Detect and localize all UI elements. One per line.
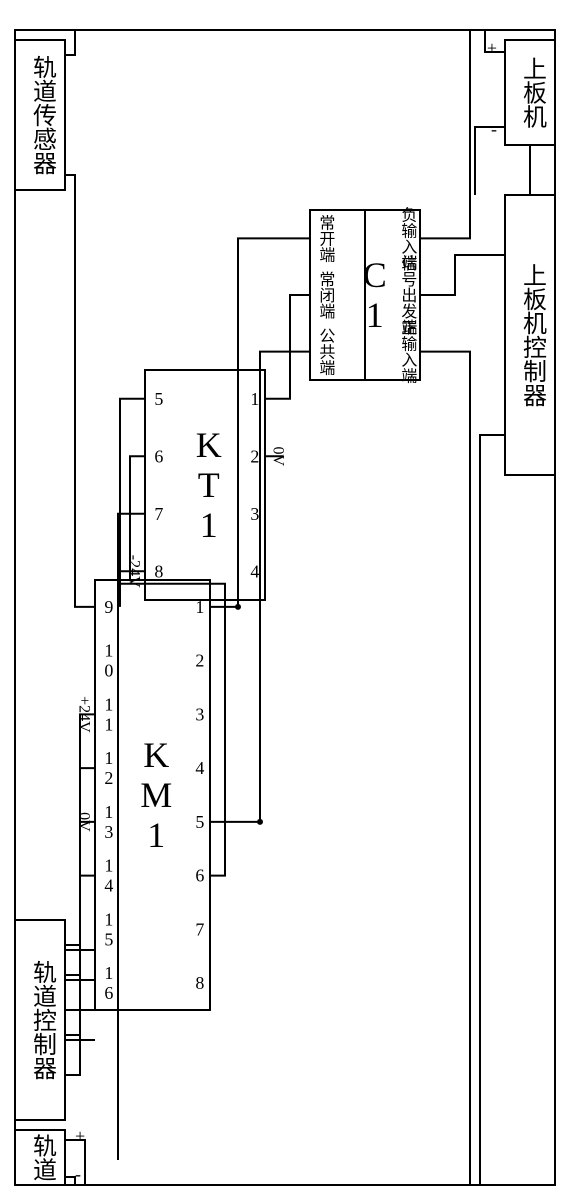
kt1-pin-r-1: 1	[245, 389, 265, 409]
c1-left-0: 常开端	[316, 214, 335, 262]
kt1-label: KT1	[189, 425, 229, 545]
right-loader-label: 上板机	[518, 57, 546, 129]
km1-pin-l-10: 10	[99, 641, 119, 681]
w-c1-sig-lctrl	[420, 255, 505, 295]
km1-label: KM1	[136, 735, 176, 855]
kt1-pin-r-4: 4	[245, 561, 265, 581]
km1-pin-r-4: 4	[190, 758, 210, 778]
km1-pin-l-16: 16	[99, 963, 119, 1003]
km1-pin-l-12: 12	[99, 748, 119, 788]
kt1-pin-r-2: 2	[245, 446, 265, 466]
km1-pin-r-3: 3	[190, 704, 210, 724]
kt1-pin-l-5: 5	[149, 389, 169, 409]
c1-right-2: 正输入端	[398, 320, 417, 384]
junction-1	[257, 819, 263, 825]
left-controller-label: 轨道控制器	[28, 960, 56, 1080]
km1-pin-l-9: 9	[99, 597, 119, 617]
loader-minus: -	[491, 119, 497, 139]
km1-pin-l-15: 15	[99, 909, 119, 949]
km1-pin-r-2: 2	[190, 651, 210, 671]
kt1-pin-r-3: 3	[245, 504, 265, 524]
left-track-label: 轨道	[28, 1134, 56, 1182]
km1-pin-r-7: 7	[190, 919, 210, 939]
junction-0	[235, 604, 241, 610]
km1-pin-l-14: 14	[99, 856, 119, 896]
w-track-minus	[65, 1177, 75, 1185]
c1-left-2: 公共端	[316, 328, 335, 376]
kt1-pin-l-6: 6	[149, 446, 169, 466]
w-c1-pos-bottom	[420, 352, 470, 1185]
track-plus: +	[75, 1126, 85, 1146]
w-sensor-km9	[65, 175, 95, 607]
w-kt1-c1-nc	[265, 295, 310, 399]
w-lctrl-bottom	[480, 435, 505, 1185]
c1-label: C1	[355, 255, 395, 335]
km1-pin-r-5: 5	[190, 812, 210, 832]
w-sensor-top	[65, 30, 75, 55]
km1-pin-r-8: 8	[190, 973, 210, 993]
w-c1-neg-top	[420, 30, 470, 238]
km1-pin-l-13: 13	[99, 802, 119, 842]
km1-pin-l-11: 11	[99, 694, 119, 734]
km1-pin-r-6: 6	[190, 866, 210, 886]
w-kt8-rail	[118, 571, 145, 1160]
kt1-pin-l-8: 8	[149, 561, 169, 581]
kt1-pin-l-7: 7	[149, 504, 169, 524]
right-loader_ctrl-label: 上板机控制器	[518, 263, 546, 407]
w-loader-minus	[475, 127, 505, 195]
c1-left-1: 常闭端	[316, 271, 335, 319]
left-sensor-label: 轨道传感器	[28, 55, 56, 175]
loader-plus: +	[487, 38, 497, 58]
